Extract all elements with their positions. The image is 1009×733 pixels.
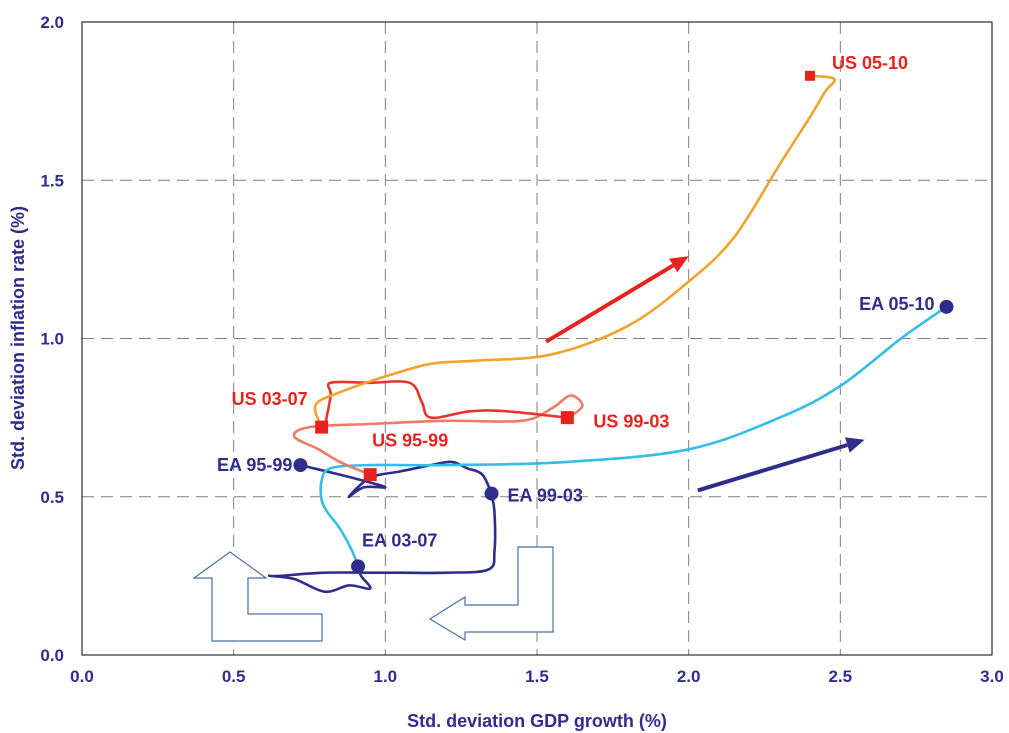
trajectory-line [267, 492, 497, 594]
y-tick-label: 1.0 [40, 330, 64, 349]
x-tick-label: 0.0 [70, 667, 94, 686]
x-tick-label: 1.0 [374, 667, 398, 686]
ea-marker [939, 299, 954, 314]
gridlines [82, 22, 992, 655]
y-axis-title: Std. deviation inflation rate (%) [8, 206, 28, 470]
x-tick-label: 2.0 [677, 667, 701, 686]
period-label: US 03-07 [232, 389, 308, 409]
cycle-arrows [192, 546, 554, 642]
trend-arrow-shaft [697, 443, 848, 493]
x-axis-title: Std. deviation GDP growth (%) [407, 711, 667, 731]
x-tick-label: 2.5 [829, 667, 853, 686]
y-tick-label: 1.5 [40, 171, 64, 190]
ea-marker [351, 559, 366, 574]
period-label: EA 99-03 [508, 486, 583, 506]
trajectory-line [323, 380, 569, 429]
ea-marker [484, 486, 499, 501]
x-tick-label: 1.5 [525, 667, 549, 686]
cycle-arrow-left-icon [192, 551, 323, 642]
period-label: EA 95-99 [217, 455, 292, 475]
trajectory-line [313, 74, 837, 429]
period-label: EA 05-10 [859, 294, 934, 314]
trend-arrows [545, 256, 865, 493]
y-axis-ticks: 0.0 0.5 1.0 1.5 2.0 [40, 13, 64, 665]
trend-arrow-head-icon [845, 437, 865, 453]
trajectory-line [292, 394, 584, 476]
trend-arrow-shaft [545, 263, 675, 344]
x-axis-ticks: 0.0 0.5 1.0 1.5 2.0 2.5 3.0 [70, 667, 1004, 686]
plot-frame [81, 21, 993, 656]
trajectory-line [299, 460, 493, 499]
trajectory-line [319, 305, 948, 568]
y-tick-label: 0.0 [40, 646, 64, 665]
x-tick-label: 3.0 [980, 667, 1004, 686]
cycle-arrow-right-icon [428, 546, 554, 642]
y-tick-label: 2.0 [40, 13, 64, 32]
period-labels: EA 95-99 EA 99-03 EA 03-07 EA 05-10 US 95-99… [217, 53, 934, 551]
period-label: US 99-03 [593, 412, 669, 432]
period-label: US 95-99 [372, 431, 448, 451]
period-label: EA 03-07 [362, 530, 437, 550]
ea-marker [293, 458, 308, 473]
period-label: US 05-10 [832, 53, 908, 73]
us-marker [805, 70, 815, 81]
trajectory-lines [267, 74, 948, 594]
period-markers [293, 70, 954, 574]
us-marker [363, 468, 377, 482]
trend-arrow-head-icon [669, 256, 689, 273]
y-tick-label: 0.5 [40, 488, 64, 507]
us-marker [560, 411, 574, 425]
x-tick-label: 0.5 [222, 667, 246, 686]
us-marker [315, 420, 329, 434]
